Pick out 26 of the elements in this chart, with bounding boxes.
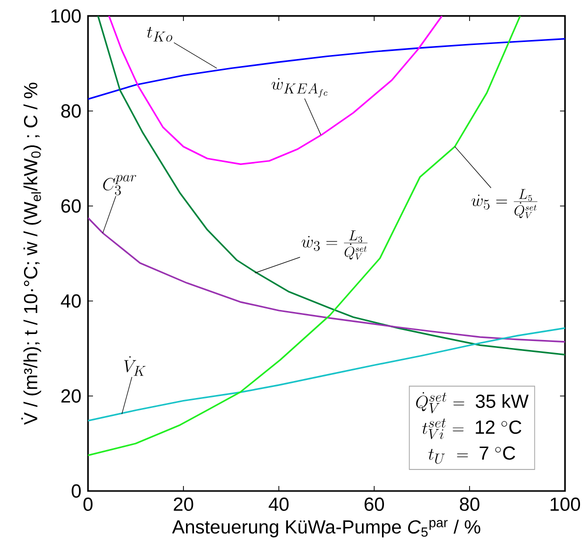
y-tick-label: 0 — [72, 484, 81, 498]
annotation: $t_{Vi}^{set}\ \mathrm{=\ 12\ {}^{\circ}C}$ — [422, 418, 522, 440]
annotation: $t_{Ko}$ — [147, 26, 172, 42]
x-tick-label: 100 — [550, 497, 580, 511]
annotation: $\dot{w}_{KEA_{fc}}$ — [272, 78, 328, 98]
annotation: $\dot{Q}_V^{set}\ \mathrm{=\ 35\ kW}$ — [416, 392, 529, 414]
x-tick-label: 80 — [460, 497, 480, 511]
annotation: $t_U\ \ \mathrm{=\ 7\ {}^{\circ}C}$ — [428, 446, 516, 464]
x-tick-label: 40 — [268, 497, 289, 511]
x-tick-label: 60 — [364, 497, 384, 511]
line-series — [97, 16, 566, 356]
x-tick-label: 0 — [83, 497, 93, 511]
x-axis-title: Ansteuerung KüWa-Pumpe C$_{5}$$^{par}$ / % — [172, 520, 480, 538]
y-tick-label: 100 — [51, 9, 81, 23]
line-series — [88, 217, 566, 343]
line-series — [108, 16, 443, 165]
y-tick-label: 60 — [61, 199, 81, 213]
x-tick-label: 20 — [174, 497, 194, 511]
annotation: $\dot{V}_K$ — [124, 356, 146, 376]
y-tick-label: 40 — [60, 294, 81, 308]
annotation: $\dot{w}_5 = \frac{L_5}{\dot{Q}_V^{set}}$ — [472, 189, 538, 218]
annotation: $C_3^{par}$ — [103, 175, 136, 196]
y-axis-title: V̇ / (m³/h); t / 10·°C; ẇ / (W$_{el}$/kW$_{0}$) ; C / % — [21, 82, 42, 425]
y-tick-label: 20 — [61, 389, 81, 403]
y-tick-label: 80 — [61, 104, 81, 118]
annotation: $\dot{w}_3 = \frac{L_3}{\dot{Q}_V^{set}}$ — [302, 230, 368, 260]
